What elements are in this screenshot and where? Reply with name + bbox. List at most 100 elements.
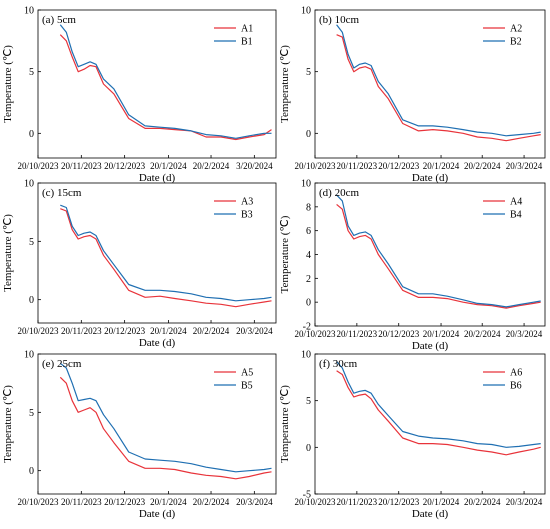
y-tick-label: 5 xyxy=(29,67,34,78)
y-axis-label: Temperature (℃) xyxy=(2,45,14,123)
legend-label: A1 xyxy=(241,24,253,35)
x-tick-label: 20/10/2023 xyxy=(17,161,59,171)
plot-frame xyxy=(37,9,277,159)
y-tick-label: 10 xyxy=(24,6,34,17)
x-tick-label: 20/3/2024 xyxy=(506,329,543,339)
legend-label: A2 xyxy=(510,24,522,35)
x-tick-label: 20/10/2023 xyxy=(294,329,336,339)
y-tick-label: -2 xyxy=(303,322,311,333)
y-tick-label: 0 xyxy=(29,295,34,306)
x-tick-label: 20/1/2024 xyxy=(150,161,187,171)
y-tick-label: 8 xyxy=(306,202,311,213)
x-tick-label: 20/3/2024 xyxy=(506,161,543,171)
legend-label: A3 xyxy=(241,197,253,208)
y-tick-label: 10 xyxy=(24,350,34,361)
x-tick-label: 20/10/2023 xyxy=(17,326,59,336)
series-line-b1 xyxy=(59,24,272,139)
x-axis-label: Date (d) xyxy=(139,337,176,349)
series-line-b5 xyxy=(59,362,272,473)
y-tick-label: 5 xyxy=(306,396,311,407)
x-tick-label: 20/11/2023 xyxy=(337,161,378,171)
y-tick-label: 2 xyxy=(306,274,311,285)
x-tick-label: 20/1/2024 xyxy=(150,326,187,336)
y-tick-label: 0 xyxy=(29,129,34,140)
series-line-b3 xyxy=(60,204,272,302)
plot-frame xyxy=(37,182,277,324)
y-tick-label: 0 xyxy=(29,466,34,477)
chart-panel-2: 0 5 10 20/10/2023 20/11/2023 20/12/2023 20/1/2… xyxy=(279,6,546,184)
panel-label: (f) 30cm xyxy=(319,358,358,370)
legend-label: A5 xyxy=(241,368,253,379)
chart-panel-5: 0 5 10 20/10/2023 20/11/2023 20/12/2023 20/1/2… xyxy=(2,350,277,520)
x-axis-label: Date (d) xyxy=(139,172,176,184)
x-tick-label: 20/3/2024 xyxy=(506,497,543,507)
y-axis-label: Temperature (℃) xyxy=(279,215,291,293)
x-tick-label: 20/12/2023 xyxy=(104,161,146,171)
x-tick-label: 20/2/2024 xyxy=(193,161,230,171)
x-tick-label: 20/2/2024 xyxy=(464,329,501,339)
x-tick-label: 3/20/2024 xyxy=(236,161,273,171)
panel-label: (a) 5cm xyxy=(42,14,76,26)
x-tick-label: 20/12/2023 xyxy=(104,497,146,507)
panel-label: (c) 15cm xyxy=(42,187,82,199)
x-tick-label: 20/1/2024 xyxy=(150,497,187,507)
x-tick-label: 20/3/2024 xyxy=(236,497,273,507)
x-tick-label: 20/11/2023 xyxy=(337,497,378,507)
y-tick-label: 10 xyxy=(301,350,311,361)
y-tick-label: 6 xyxy=(306,226,311,237)
panel-label: (d) 20cm xyxy=(319,187,359,199)
y-tick-label: 10 xyxy=(24,179,34,190)
x-tick-label: 20/2/2024 xyxy=(464,161,501,171)
x-tick-label: 20/12/2023 xyxy=(378,497,420,507)
legend-label: B4 xyxy=(510,210,522,221)
y-axis-label: Temperature (℃) xyxy=(2,214,14,292)
x-axis-label: Date (d) xyxy=(412,508,449,520)
plot-frame xyxy=(314,353,546,495)
legend-label: A6 xyxy=(510,368,522,379)
legend-label: B5 xyxy=(241,381,253,392)
x-tick-label: 20/12/2023 xyxy=(378,161,420,171)
panel-label: (b) 10cm xyxy=(319,14,359,26)
y-tick-label: 0 xyxy=(306,129,311,140)
series-line-a5 xyxy=(59,376,272,480)
series-line-a6 xyxy=(336,370,541,456)
y-tick-label: 10 xyxy=(301,6,311,17)
x-tick-label: 20/10/2023 xyxy=(294,161,336,171)
y-tick-label: 4 xyxy=(306,250,311,261)
plot-frame xyxy=(37,353,277,495)
panel-label: (e) 25cm xyxy=(42,358,82,370)
y-axis-label: Temperature (℃) xyxy=(2,385,14,463)
plot-frame xyxy=(314,9,546,159)
y-axis-label: Temperature (℃) xyxy=(279,385,291,463)
y-tick-label: 10 xyxy=(301,179,311,190)
y-axis-label: Temperature (℃) xyxy=(279,45,291,123)
chart-panel-3: 0 5 10 20/10/2023 20/11/2023 20/12/2023 20/1/2… xyxy=(2,179,277,349)
x-tick-label: 20/11/2023 xyxy=(61,161,102,171)
x-tick-label: 20/2/2024 xyxy=(193,497,230,507)
x-tick-label: 20/2/2024 xyxy=(193,326,230,336)
series-line-b4 xyxy=(336,194,541,308)
x-tick-label: 20/11/2023 xyxy=(61,497,102,507)
x-tick-label: 20/12/2023 xyxy=(378,329,420,339)
chart-panel-6: -5 0 5 10 20/10/2023 20/11/2023 20/12/2023 20/1… xyxy=(279,350,546,520)
x-axis-label: Date (d) xyxy=(139,508,176,520)
x-tick-label: 20/1/2024 xyxy=(423,497,460,507)
series-line-a4 xyxy=(336,203,541,309)
x-tick-label: 20/10/2023 xyxy=(17,497,59,507)
series-line-b2 xyxy=(336,24,541,137)
series-line-a3 xyxy=(60,208,272,308)
series-line-a1 xyxy=(59,34,272,141)
x-axis-label: Date (d) xyxy=(412,172,449,184)
x-tick-label: 20/2/2024 xyxy=(464,497,501,507)
x-tick-label: 20/1/2024 xyxy=(423,329,460,339)
legend-label: B3 xyxy=(241,210,253,221)
y-tick-label: -5 xyxy=(303,490,311,501)
x-axis-label: Date (d) xyxy=(412,340,449,352)
x-tick-label: 20/11/2023 xyxy=(337,329,378,339)
x-tick-label: 20/12/2023 xyxy=(104,326,146,336)
legend-label: B2 xyxy=(510,37,522,48)
legend-label: A4 xyxy=(510,197,522,208)
